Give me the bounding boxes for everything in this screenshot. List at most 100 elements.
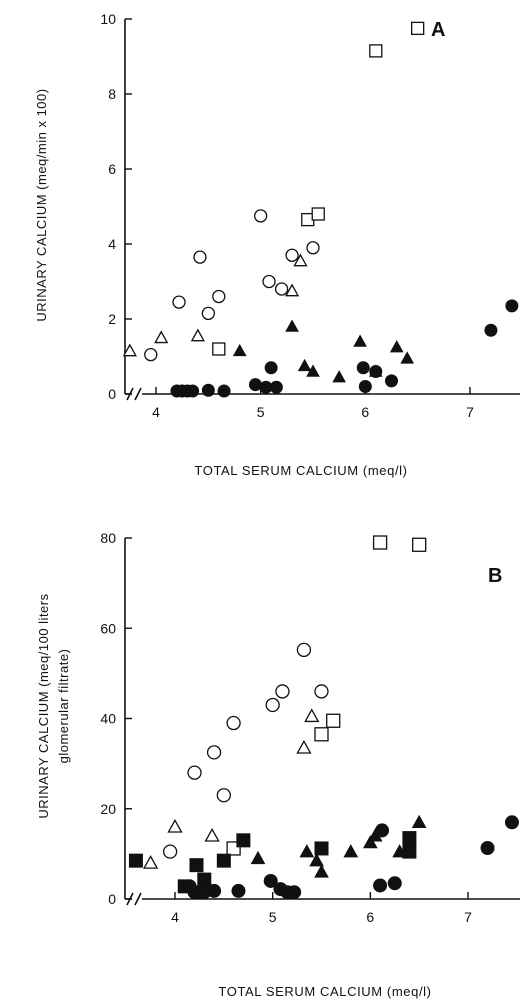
panel-a-y-tick-label: 8 <box>108 86 116 102</box>
panel-a-plot: 0 2 4 6 8 10 4 5 6 7 <box>100 11 520 420</box>
panel-b-point-open-triangle <box>304 708 320 723</box>
panel-a-point-filled-triangle <box>297 358 312 372</box>
panel-b-point-open-triangle <box>296 739 312 754</box>
panel-b-point-filled-triangle <box>343 844 359 858</box>
panel-b-y-axis-label-line-1: URINARY CALCIUM (meq/100 liters <box>36 593 51 818</box>
panel-a-point-filled-triangle <box>232 343 247 357</box>
panel-b-x-tick-label: 5 <box>269 909 277 925</box>
panel-a-point-filled-circle <box>356 361 370 375</box>
panel-a-point-open-square <box>311 207 325 221</box>
panel-b-x-tick-label: 4 <box>171 909 179 925</box>
panel-a-point-open-circle <box>172 295 186 309</box>
panel-a-point-open-square <box>212 342 226 356</box>
panel-a-point-filled-triangle <box>353 334 367 347</box>
panel-b-point-filled-circle <box>287 885 302 900</box>
panel-b-y-tick-label: 60 <box>100 620 116 636</box>
panel-b-point-filled-circle <box>504 815 519 830</box>
panel-b-point-open-circle <box>275 684 290 699</box>
panel-b-point-filled-circle <box>373 878 388 893</box>
panel-b-x-axis-label: TOTAL SERUM CALCIUM (meq/l) <box>218 984 431 999</box>
panel-b-y-tick-label: 40 <box>100 711 116 727</box>
panel-a-y-tick-label: 6 <box>108 161 116 177</box>
panel-a-y-tick-label: 10 <box>100 11 116 27</box>
panel-a-point-filled-circle <box>505 299 519 313</box>
panel-b-point-open-square <box>412 537 427 552</box>
panel-a-point-open-circle <box>285 248 299 262</box>
panel-b-point-filled-square <box>128 853 143 868</box>
panel-a-point-filled-circle <box>186 384 200 398</box>
panel-b-point-open-triangle <box>142 855 159 869</box>
panel-b-y-tick-label: 80 <box>100 530 116 546</box>
panel-a-point-open-triangle <box>122 343 137 357</box>
panel-a-point-filled-circle <box>201 383 215 397</box>
panel-a-point-open-circle <box>193 250 207 264</box>
panel-a-point-open-circle <box>306 241 320 255</box>
panel-b-point-filled-circle <box>387 876 402 891</box>
panel-b-point-filled-circle <box>480 841 495 856</box>
panel-b-point-filled-square <box>189 858 204 873</box>
panel-b-point-open-square <box>372 535 388 550</box>
panel-b-point-filled-circle <box>207 883 222 898</box>
panel-b-point-filled-circle <box>263 873 278 888</box>
panel-b-point-filled-triangle <box>362 835 378 849</box>
panel-b-point-open-circle <box>206 745 222 760</box>
panel-b-x-tick-label: 6 <box>366 909 374 925</box>
panel-b-point-open-triangle <box>167 818 183 833</box>
panel-b-point-open-circle <box>265 697 280 713</box>
panel-b-point-filled-triangle <box>392 844 407 858</box>
panel-a-point-filled-triangle <box>285 319 299 332</box>
panel-a-point-filled-circle <box>264 361 278 375</box>
panel-a-point-filled-circle <box>369 365 383 378</box>
panel-a-x-tick-label: 6 <box>361 404 369 420</box>
panel-a-point-open-circle <box>262 274 276 289</box>
panel-b-point-filled-square <box>216 853 231 868</box>
panel-a-point-open-circle <box>201 306 215 321</box>
panel-a-axis-break-mark <box>134 387 142 401</box>
panel-b-point-open-circle <box>226 715 241 731</box>
panel-a-y-axis-label: URINARY CALCIUM (meq/min x 100) <box>34 88 49 321</box>
panel-a-point-filled-circle <box>385 374 398 388</box>
panel-a-x-tick-label: 5 <box>257 404 265 420</box>
panel-a-point-filled-triangle <box>389 340 404 353</box>
panel-a-x-axis-label: TOTAL SERUM CALCIUM (meq/l) <box>194 463 407 478</box>
panel-b-point-open-circle <box>216 788 231 803</box>
panel-a-point-filled-circle <box>217 384 231 398</box>
panel-a-point-open-triangle <box>284 283 300 297</box>
panel-a-point-filled-circle <box>358 380 372 393</box>
panel-b-y-tick-label: 20 <box>100 801 116 817</box>
panel-a-point-open-circle <box>144 347 158 362</box>
panel-a-point-open-square <box>369 44 383 58</box>
panel-b-point-open-circle <box>162 844 178 859</box>
panel-a-point-open-circle <box>254 209 268 223</box>
panel-b-label: B <box>488 565 502 587</box>
panel-b-point-filled-triangle <box>250 850 266 865</box>
panel-b-axis-break-mark <box>134 892 142 906</box>
panel-a-point-filled-triangle <box>306 364 320 377</box>
panel-b-point-filled-triangle <box>411 814 427 828</box>
panel-a-x-tick-label: 7 <box>466 404 474 420</box>
panel-b-point-filled-triangle <box>299 844 315 858</box>
panel-b-point-filled-triangle <box>314 864 329 878</box>
panel-b-x-tick-label: 7 <box>464 909 472 925</box>
panel-b-point-open-circle <box>296 642 312 658</box>
panel-a-point-open-triangle <box>293 253 308 267</box>
panel-b-point-open-circle <box>314 684 329 699</box>
panel-a-x-tick-label: 4 <box>152 404 160 420</box>
panel-b-point-filled-triangle <box>309 853 324 867</box>
panel-b-point-filled-square <box>314 841 329 856</box>
panel-b-point-open-square <box>314 727 329 742</box>
panel-b-y-tick-label: 0 <box>108 891 116 907</box>
panel-b-point-open-triangle <box>204 827 220 842</box>
panel-a-y-tick-label: 4 <box>108 236 116 252</box>
panel-a-point-open-circle <box>274 282 289 296</box>
panel-a-point-filled-circle <box>269 380 283 394</box>
panel-a-point-open-circle <box>212 289 226 304</box>
panel-a-point-open-triangle <box>154 330 169 344</box>
panel-a-point-open-triangle <box>190 328 205 342</box>
panel-a-point-filled-circle <box>484 323 498 337</box>
panel-a-y-tick-label: 2 <box>108 311 116 327</box>
panel-b-point-filled-circle <box>375 823 390 838</box>
panel-b-point-open-square <box>326 713 341 728</box>
panel-a-point-open-square <box>411 21 425 36</box>
